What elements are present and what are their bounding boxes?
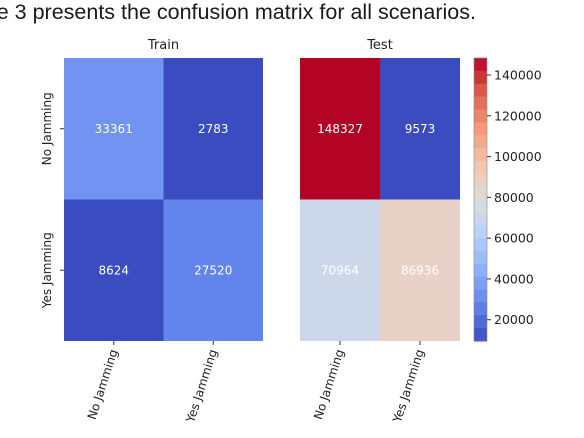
cell-value-label: 2783	[198, 122, 229, 136]
colorbar-tick-label: 120000	[494, 108, 542, 123]
colorbar-segment	[474, 160, 487, 175]
colorbar-tick-label: 80000	[494, 190, 534, 205]
panel-title-1: Test	[366, 38, 393, 53]
colorbar-segment	[474, 250, 487, 265]
heatmap-cell	[300, 58, 380, 200]
colorbar-segment	[474, 263, 487, 278]
colorbar-tick-label: 20000	[494, 312, 534, 327]
y-tick-label: No Jamming	[40, 92, 54, 165]
colorbar-segment	[474, 70, 487, 85]
colorbar-segment	[474, 238, 487, 252]
cell-value-label: 27520	[194, 263, 232, 277]
heatmap-cell	[380, 199, 460, 341]
heatmap-cell	[64, 58, 164, 200]
cell-value-label: 70964	[321, 263, 359, 277]
colorbar-outline	[473, 57, 488, 342]
heatmap-cell	[380, 58, 460, 200]
heatmap-cell	[163, 58, 263, 200]
colorbar-segment	[474, 276, 487, 291]
heatmap-cell	[300, 199, 380, 341]
colorbar-segment	[474, 225, 487, 239]
colorbar-segment	[474, 212, 487, 226]
cell-value-label: 86936	[401, 263, 439, 277]
colorbar-segment	[474, 96, 487, 111]
caption-label: ble 3 presents the confusion matrix for …	[0, 0, 476, 24]
colorbar-tick-label: 60000	[494, 231, 534, 246]
x-tick-label: Yes Jamming	[390, 348, 427, 426]
colorbar-tick-label: 140000	[494, 67, 542, 82]
x-tick-label: Yes Jamming	[183, 348, 220, 426]
colorbar-segment	[474, 328, 487, 342]
colorbar-segment	[474, 186, 487, 201]
x-tick-label: No Jamming	[311, 348, 347, 422]
cell-value-label: 148327	[317, 122, 363, 136]
colorbar-tick-label: 40000	[494, 271, 534, 286]
cell-value-label: 33361	[95, 122, 133, 136]
colorbar-segment	[474, 315, 487, 329]
panel-title-0: Train	[147, 38, 179, 53]
heatmap-cell	[64, 199, 164, 341]
colorbar-segment	[474, 173, 487, 188]
caption-text: ble 3 presents the confusion matrix for …	[0, 0, 584, 32]
cell-value-label: 8624	[98, 263, 129, 277]
heatmap-cell	[163, 199, 263, 341]
colorbar-segment	[474, 83, 487, 98]
colorbar-segment	[474, 58, 487, 72]
colorbar-segment	[474, 122, 487, 136]
x-tick-label: No Jamming	[85, 348, 121, 422]
colorbar-segment	[474, 109, 487, 123]
cell-value-label: 9573	[405, 122, 436, 136]
colorbar-segment	[474, 289, 487, 304]
y-tick-label: Yes Jamming	[40, 232, 54, 309]
colorbar-segment	[474, 302, 487, 316]
colorbar-segment	[474, 199, 487, 213]
colorbar-segment	[474, 135, 487, 149]
colorbar-tick-label: 100000	[494, 149, 542, 164]
colorbar-segment	[474, 148, 487, 162]
